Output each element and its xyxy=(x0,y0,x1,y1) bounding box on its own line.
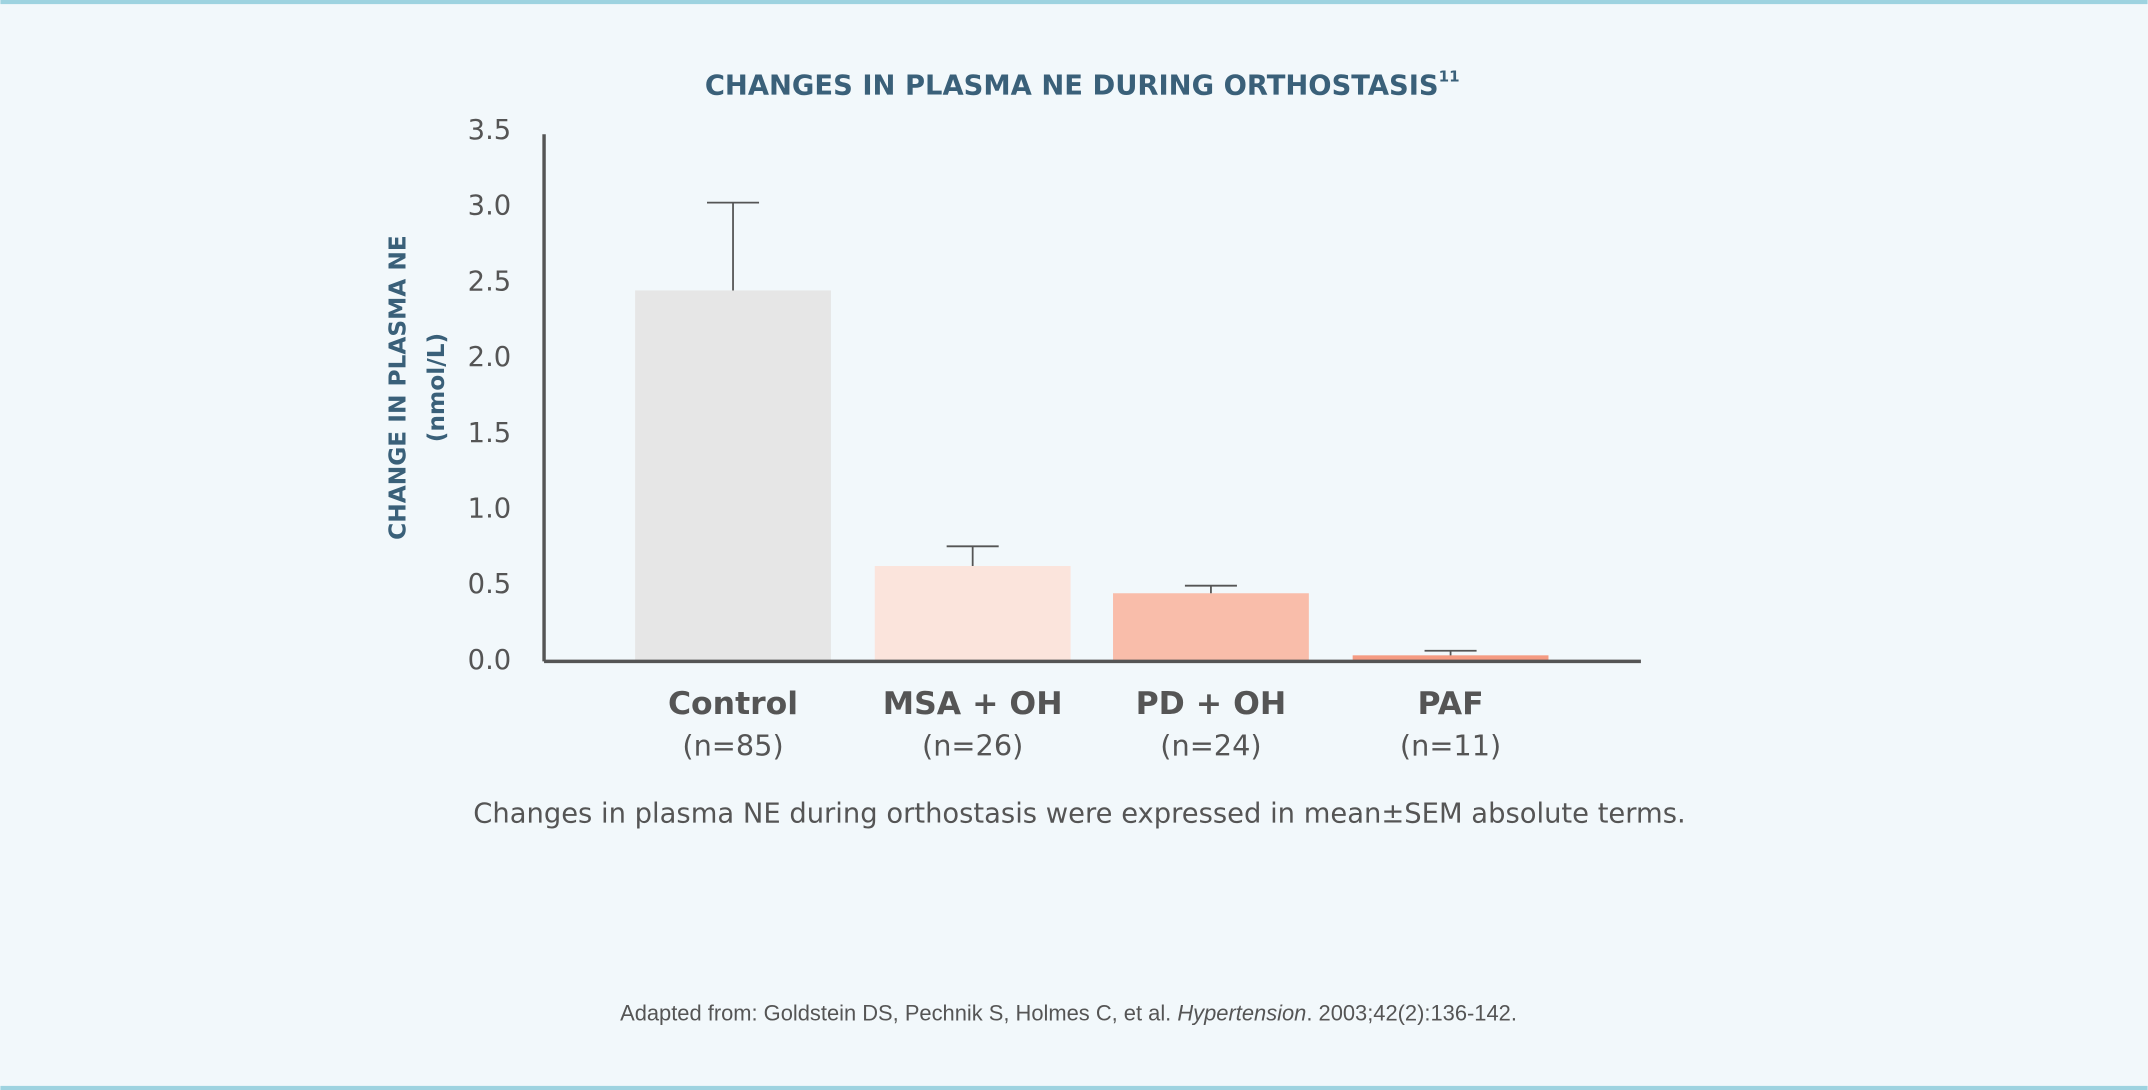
x-tick-count: (n=11) xyxy=(1400,729,1501,763)
bar xyxy=(635,290,831,662)
source-text: . 2003;42(2):136-142. xyxy=(1306,1000,1517,1025)
caption: Changes in plasma NE during orthostasis … xyxy=(473,798,1685,829)
error-bar xyxy=(707,201,760,291)
y-tick-label: 3.5 xyxy=(468,115,512,146)
source-journal: Hypertension xyxy=(1177,1000,1306,1025)
y-tick-label: 2.5 xyxy=(468,266,512,297)
x-tick-count: (n=26) xyxy=(922,729,1023,763)
chart-title: CHANGES IN PLASMA NE DURING ORTHOSTASIS1… xyxy=(705,67,1460,101)
y-tick-label: 0.0 xyxy=(468,645,512,676)
top-border xyxy=(0,0,2148,5)
y-tick-label: 1.0 xyxy=(468,493,512,524)
x-tick-label: Control xyxy=(668,686,798,722)
bar xyxy=(1352,655,1549,662)
source-note: Adapted from: Goldstein DS, Pechnik S, H… xyxy=(620,1000,1517,1025)
bar xyxy=(874,566,1071,662)
x-tick-count: (n=24) xyxy=(1160,729,1261,763)
title-superscript: 11 xyxy=(1439,67,1460,85)
y-axis-label: CHANGE IN PLASMA NE xyxy=(384,235,411,540)
y-tick-label: 2.0 xyxy=(468,342,512,373)
x-tick-label: MSA + OH xyxy=(883,686,1063,722)
x-tick-label: PD + OH xyxy=(1136,686,1287,722)
x-tick-label: PAF xyxy=(1418,686,1484,722)
y-tick-label: 3.0 xyxy=(468,191,512,222)
x-tick-count: (n=85) xyxy=(682,729,783,763)
bottom-border xyxy=(0,1085,2148,1090)
bar xyxy=(1113,593,1309,662)
y-tick-label: 1.5 xyxy=(468,418,512,449)
source-text: Adapted from: Goldstein DS, Pechnik S, H… xyxy=(620,1000,1171,1025)
error-bar xyxy=(946,545,999,567)
y-axis-label-unit: (nmol/L) xyxy=(423,333,450,442)
y-tick-label: 0.5 xyxy=(468,569,512,600)
title-text: CHANGES IN PLASMA NE DURING ORTHOSTASIS xyxy=(705,70,1439,101)
error-bar xyxy=(1424,649,1477,656)
error-bar xyxy=(1184,584,1237,594)
